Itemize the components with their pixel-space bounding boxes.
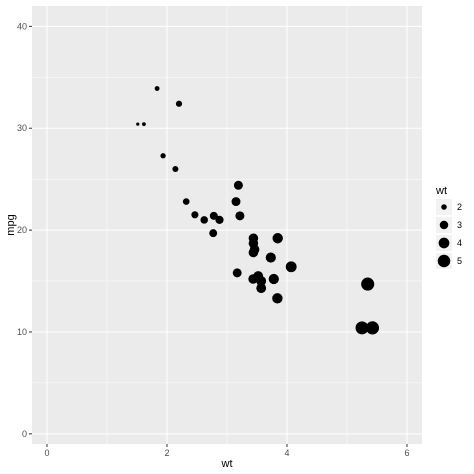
y-axis-ticks: 0 10 20 30 40 (17, 21, 32, 439)
data-point (215, 215, 224, 225)
data-point (233, 180, 243, 190)
y-tick-label: 40 (17, 21, 27, 31)
data-point (268, 273, 279, 285)
y-tick-label: 0 (22, 429, 27, 439)
data-point (265, 252, 276, 263)
legend-key-point (438, 237, 450, 249)
data-point (175, 100, 183, 107)
x-tick-label: 0 (44, 448, 49, 458)
y-axis-title: mpg (5, 214, 17, 235)
legend-key-point (437, 254, 451, 268)
legend-label: 2 (457, 202, 462, 212)
legend-label: 4 (457, 238, 462, 248)
data-point (248, 274, 258, 284)
grid-major (32, 6, 422, 444)
data-point (256, 283, 267, 294)
y-tick-label: 30 (17, 123, 27, 133)
legend-key-point (441, 204, 447, 210)
data-point (172, 165, 179, 172)
legend-label: 5 (457, 256, 462, 266)
x-axis-ticks: 0 2 4 6 (44, 444, 410, 458)
y-tick-label: 20 (17, 225, 27, 235)
legend-key-point (439, 220, 449, 230)
data-point (200, 216, 208, 224)
data-point (365, 321, 380, 335)
data-point (248, 247, 259, 258)
data-point (235, 211, 245, 221)
data-point (272, 233, 283, 244)
y-tick-label: 10 (17, 327, 27, 337)
data-point (231, 197, 241, 207)
data-point (355, 321, 369, 335)
legend-title: wt (435, 185, 447, 197)
data-point (256, 276, 267, 286)
data-point (191, 211, 199, 219)
x-tick-label: 4 (284, 448, 289, 458)
data-point (285, 261, 297, 273)
grid-minor (32, 6, 422, 444)
data-point (141, 122, 146, 127)
x-axis-title: wt (221, 458, 233, 470)
data-point (136, 122, 140, 126)
data-point (361, 277, 375, 291)
data-point (272, 293, 283, 304)
data-point (232, 268, 242, 278)
legend-entries: 2 3 4 5 (436, 199, 462, 269)
x-tick-label: 2 (164, 448, 169, 458)
data-point (154, 86, 160, 91)
data-point (182, 198, 190, 205)
data-point (209, 229, 218, 238)
data-points (136, 86, 380, 335)
legend: wt 2 3 4 5 (435, 185, 462, 269)
legend-label: 3 (457, 220, 462, 230)
data-point (160, 153, 166, 159)
x-tick-label: 6 (404, 448, 409, 458)
data-point (248, 233, 259, 244)
data-point (209, 211, 218, 220)
